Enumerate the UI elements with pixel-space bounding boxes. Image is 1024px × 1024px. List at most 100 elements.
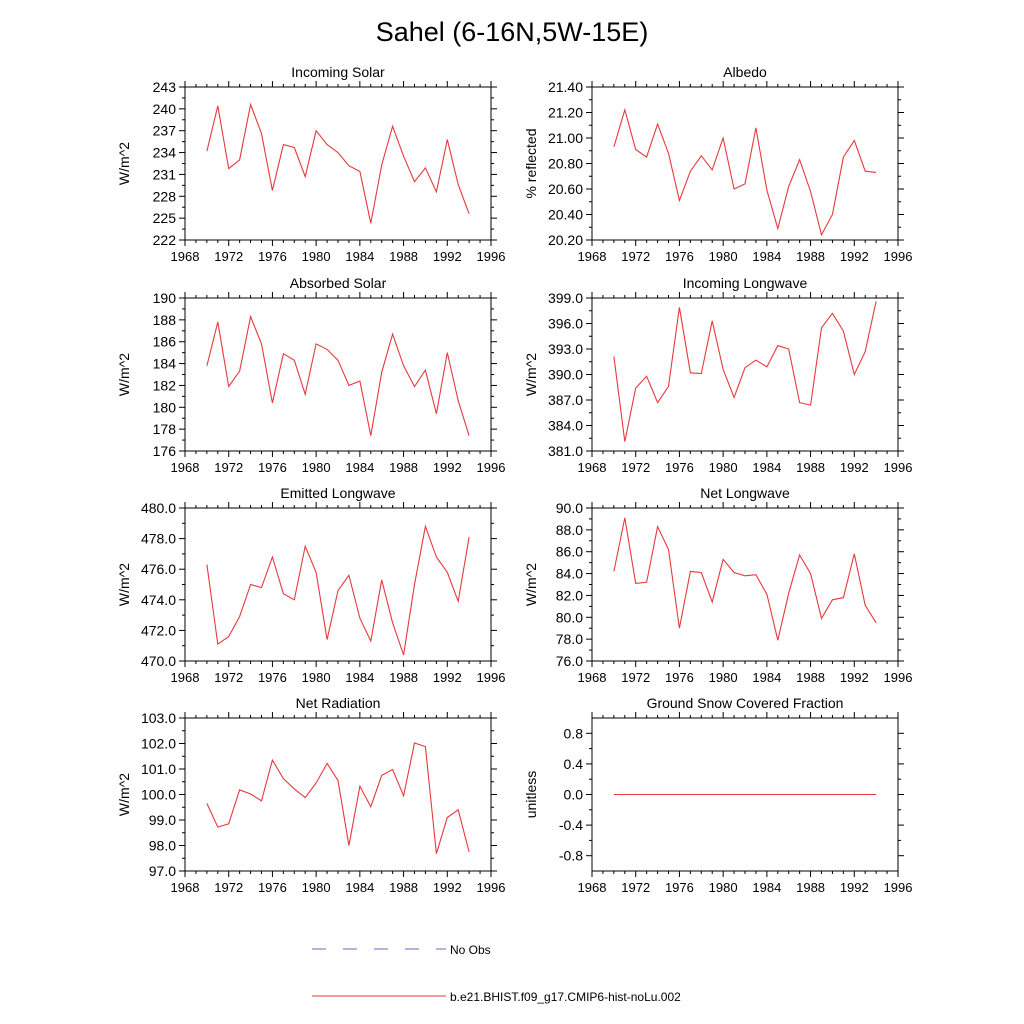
x-tick-label: 1968 [171, 880, 200, 895]
panel-title: Absorbed Solar [290, 275, 387, 291]
x-tick-label: 1996 [884, 460, 913, 475]
x-tick-label: 1984 [752, 249, 781, 264]
x-tick-label: 1984 [345, 460, 374, 475]
y-tick-label: -0.8 [559, 848, 583, 864]
y-axis-label: % reflected [523, 128, 539, 198]
x-tick-label: 1972 [621, 460, 650, 475]
x-tick-label: 1988 [389, 249, 418, 264]
x-tick-label: 1988 [389, 880, 418, 895]
y-tick-label: 178 [153, 421, 177, 437]
x-tick-label: 1988 [796, 670, 825, 685]
y-tick-label: 21.20 [548, 105, 583, 121]
x-tick-label: 1968 [578, 460, 607, 475]
y-tick-label: 184 [153, 356, 177, 372]
x-tick-label: 1976 [258, 249, 287, 264]
series-line [613, 517, 877, 641]
x-tick-label: 1996 [477, 460, 506, 475]
x-tick-label: 1992 [433, 670, 462, 685]
x-tick-label: 1988 [796, 249, 825, 264]
y-tick-label: 476.0 [141, 561, 176, 577]
y-tick-label: 396.0 [548, 316, 583, 332]
plot-frame [184, 507, 492, 662]
figure-title: Sahel (6-16N,5W-15E) [376, 17, 649, 47]
y-axis-label: W/m^2 [523, 563, 539, 606]
y-tick-label: 82.0 [556, 587, 583, 603]
y-tick-label: 390.0 [548, 367, 583, 383]
x-tick-label: 1980 [302, 670, 331, 685]
y-tick-label: 20.40 [548, 207, 583, 223]
y-tick-label: 99.0 [149, 812, 176, 828]
x-tick-label: 1976 [258, 880, 287, 895]
plot-frame [184, 717, 492, 872]
y-tick-label: 188 [153, 312, 177, 328]
panel-4: Incoming Longwave 1968 1972 1976 1980 1984 198… [523, 275, 912, 475]
panel-8: Ground Snow Covered Fraction 1968 1972 1976… [523, 695, 912, 895]
plot-frame [591, 507, 899, 662]
x-tick-label: 1992 [840, 670, 869, 685]
x-tick-label: 1980 [302, 460, 331, 475]
y-tick-label: 243 [153, 79, 177, 95]
series-line [613, 301, 877, 442]
y-tick-label: 474.0 [141, 592, 176, 608]
y-tick-label: 182 [153, 377, 177, 393]
x-tick-label: 1968 [578, 670, 607, 685]
y-tick-label: -0.4 [559, 817, 583, 833]
x-tick-label: 1992 [840, 249, 869, 264]
x-tick-label: 1976 [665, 880, 694, 895]
panel-title: Net Radiation [296, 695, 381, 711]
series-line [613, 107, 877, 237]
x-tick-label: 1996 [477, 880, 506, 895]
x-tick-label: 1996 [477, 249, 506, 264]
y-tick-label: 228 [153, 188, 177, 204]
x-tick-label: 1972 [214, 880, 243, 895]
y-tick-label: 237 [153, 123, 177, 139]
y-tick-label: 384.0 [548, 418, 583, 434]
y-tick-label: 387.0 [548, 392, 583, 408]
y-axis-label: W/m^2 [116, 142, 132, 185]
x-tick-label: 1984 [752, 670, 781, 685]
x-tick-label: 1984 [345, 249, 374, 264]
y-tick-label: 399.0 [548, 290, 583, 306]
x-tick-label: 1988 [796, 880, 825, 895]
x-tick-label: 1992 [433, 460, 462, 475]
x-tick-label: 1984 [345, 670, 374, 685]
y-tick-label: 0.8 [564, 725, 584, 741]
y-tick-label: 21.40 [548, 79, 583, 95]
y-tick-label: 90.0 [556, 500, 583, 516]
panel-title: Incoming Longwave [683, 275, 808, 291]
y-tick-label: 98.0 [149, 838, 176, 854]
y-tick-label: 176 [153, 443, 177, 459]
y-tick-label: 97.0 [149, 863, 176, 879]
y-tick-label: 478.0 [141, 531, 176, 547]
x-tick-label: 1976 [665, 670, 694, 685]
y-tick-label: 21.00 [548, 130, 583, 146]
x-tick-label: 1980 [302, 249, 331, 264]
y-tick-label: 186 [153, 334, 177, 350]
x-tick-label: 1972 [621, 670, 650, 685]
y-tick-label: 20.60 [548, 181, 583, 197]
panel-2: Albedo 1968 1972 1976 1980 1984 1988 1992 1996 20… [523, 64, 912, 264]
y-axis-label: unitless [523, 771, 539, 818]
y-tick-label: 20.20 [548, 232, 583, 248]
x-tick-label: 1996 [884, 249, 913, 264]
series-line [206, 742, 470, 854]
y-axis-label: W/m^2 [116, 563, 132, 606]
x-tick-label: 1976 [258, 670, 287, 685]
series-line [206, 102, 470, 224]
x-tick-label: 1992 [433, 880, 462, 895]
x-tick-label: 1988 [389, 670, 418, 685]
x-tick-label: 1968 [171, 460, 200, 475]
x-tick-label: 1980 [302, 880, 331, 895]
y-tick-label: 20.80 [548, 156, 583, 172]
y-tick-label: 102.0 [141, 736, 176, 752]
panel-title: Net Longwave [700, 485, 790, 501]
panels: Incoming Solar 1968 1972 1976 1980 1984 1988 19… [116, 64, 912, 895]
x-tick-label: 1968 [171, 249, 200, 264]
y-tick-label: 0.0 [564, 787, 584, 803]
y-tick-label: 86.0 [556, 544, 583, 560]
x-tick-label: 1980 [709, 670, 738, 685]
y-tick-label: 76.0 [556, 653, 583, 669]
y-tick-label: 80.0 [556, 609, 583, 625]
y-tick-label: 480.0 [141, 500, 176, 516]
